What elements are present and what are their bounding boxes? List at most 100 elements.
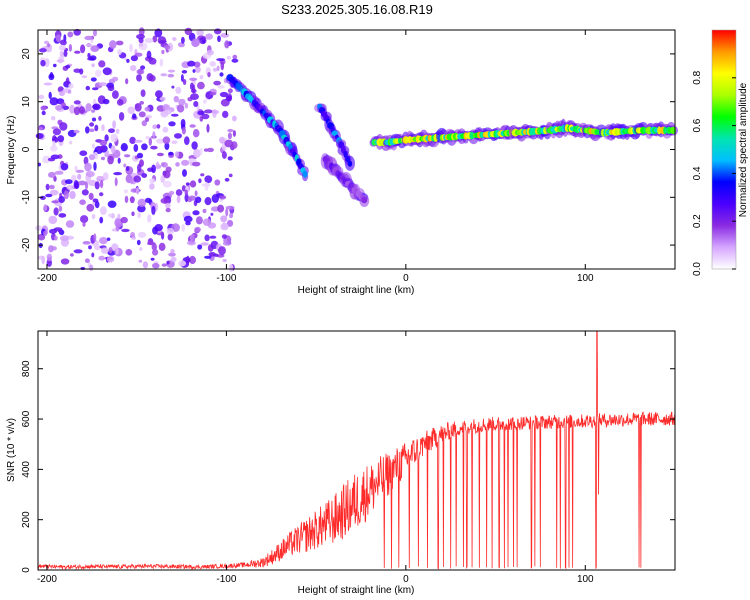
noise-blob <box>47 43 51 48</box>
noise-blob <box>48 215 58 225</box>
x-tick-label: 0 <box>403 574 409 585</box>
noise-blob <box>43 204 48 212</box>
noise-blob <box>136 152 144 159</box>
noise-blob <box>56 59 65 63</box>
noise-blob <box>183 215 193 223</box>
noise-blob <box>148 57 157 65</box>
snr-x-ticks: -200 -100 0 100 <box>37 331 594 585</box>
noise-blob <box>197 244 203 250</box>
noise-blob <box>59 122 68 131</box>
noise-blob <box>202 39 206 44</box>
noise-blob <box>84 35 94 41</box>
noise-blob <box>232 130 236 137</box>
noise-blob <box>160 73 168 77</box>
noise-blob <box>44 58 50 67</box>
noise-blob <box>73 180 79 189</box>
noise-blob <box>102 172 109 181</box>
noise-blob <box>99 237 108 245</box>
noise-blob <box>204 175 213 184</box>
noise-blob <box>152 35 158 43</box>
noise-blob <box>158 40 167 44</box>
noise-blob <box>194 226 201 233</box>
noise-blob <box>134 103 142 112</box>
heatmap-y-ticks: -20 -10 0 10 20 <box>21 48 675 252</box>
noise-blob <box>212 67 218 72</box>
ridge-mid-branch <box>331 130 338 136</box>
noise-blob <box>140 89 146 97</box>
noise-blob <box>79 150 88 156</box>
noise-blob <box>201 113 210 120</box>
noise-blob <box>227 156 233 161</box>
noise-blob <box>184 102 189 109</box>
noise-blob <box>68 44 72 52</box>
noise-blob <box>155 161 160 170</box>
noise-blob <box>104 134 109 142</box>
snr-line <box>37 330 675 571</box>
noise-blob <box>85 126 90 134</box>
noise-blob <box>113 172 122 176</box>
noise-blob <box>74 165 78 172</box>
noise-blob <box>54 170 64 175</box>
noise-blob <box>39 48 47 53</box>
colorbar-tick-label: 0.2 <box>692 214 703 228</box>
noise-blob <box>141 173 148 178</box>
noise-blob <box>77 180 87 186</box>
noise-blob <box>35 133 44 139</box>
colorbar-tick-label: 0.6 <box>692 118 703 132</box>
noise-blob <box>218 246 226 256</box>
noise-blob <box>38 94 45 100</box>
noise-blob <box>117 157 121 164</box>
noise-blob <box>66 184 75 190</box>
noise-blob <box>93 29 97 37</box>
noise-blob <box>89 122 95 127</box>
noise-blob <box>110 133 118 143</box>
noise-blob <box>100 206 107 215</box>
noise-blob <box>149 178 156 184</box>
noise-blob <box>85 43 93 47</box>
heatmap-y-axis-label: Frequency (Hz) <box>6 116 17 185</box>
noise-blob <box>156 124 161 129</box>
noise-blob <box>48 73 55 81</box>
y-tick-label: -20 <box>21 237 32 252</box>
noise-blob <box>204 234 210 242</box>
noise-blob <box>138 27 145 36</box>
noise-blob <box>159 58 164 67</box>
noise-blob <box>171 113 179 117</box>
noise-blob <box>123 189 129 194</box>
noise-blob <box>203 99 207 104</box>
snr-y-ticks: 0 200 400 600 800 <box>21 360 675 573</box>
noise-blob <box>50 154 60 160</box>
noise-blob <box>168 151 174 156</box>
noise-blob <box>45 43 53 53</box>
noise-blob <box>88 179 97 186</box>
noise-blob <box>184 189 188 196</box>
x-tick-label: -200 <box>37 574 57 585</box>
noise-blob <box>194 190 198 197</box>
noise-blob <box>70 253 74 257</box>
noise-blob <box>162 126 169 133</box>
noise-blob <box>81 189 89 196</box>
noise-blob <box>40 59 46 67</box>
noise-blob <box>225 208 229 217</box>
noise-blob <box>156 138 164 144</box>
noise-blob <box>149 183 155 190</box>
noise-blob <box>115 40 124 46</box>
noise-blob <box>193 148 201 158</box>
noise-blob <box>121 228 130 233</box>
noise-blob <box>69 190 76 200</box>
noise-blob <box>147 214 152 223</box>
noise-blob <box>133 144 139 152</box>
noise-blob <box>125 166 130 171</box>
noise-blob <box>224 139 234 148</box>
noise-blob <box>224 177 230 182</box>
noise-blob <box>142 261 149 269</box>
heatmap-x-ticks: -200 -100 0 100 <box>37 30 594 284</box>
noise-blob <box>79 106 85 115</box>
noise-blob <box>209 61 216 67</box>
noise-blob <box>149 75 156 82</box>
noise-blob <box>197 110 205 116</box>
noise-blob <box>146 50 152 59</box>
noise-blob <box>41 110 46 116</box>
noise-blob <box>136 239 141 246</box>
x-tick-label: -100 <box>216 273 236 284</box>
